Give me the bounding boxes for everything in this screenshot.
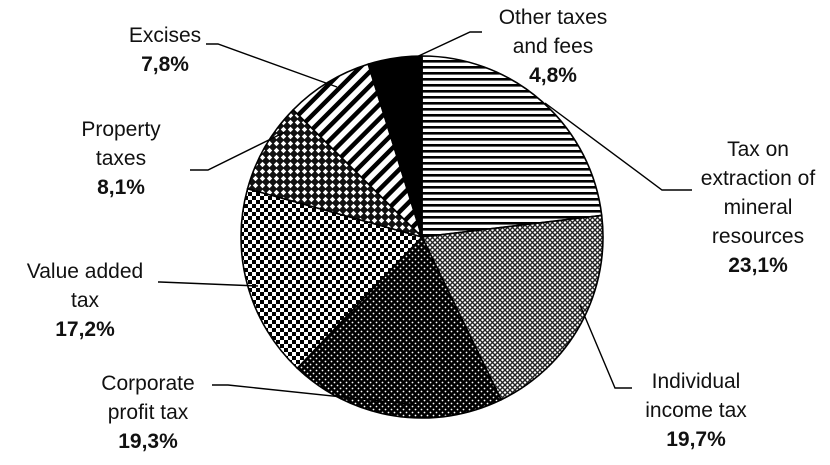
slice-label-vat-line-2: tax xyxy=(71,289,100,312)
slice-label-property-line-1: Property xyxy=(81,118,161,141)
pie-slice-corporate xyxy=(296,235,503,419)
slice-label-corporate-line-1: Corporate xyxy=(101,372,194,395)
pie-slice-other xyxy=(367,55,423,238)
leader-line-mineral xyxy=(544,102,692,191)
slice-label-property-line-2: taxes xyxy=(96,147,146,170)
leader-line-excises xyxy=(206,43,338,88)
slice-label-mineral-line-3: mineral xyxy=(724,196,793,219)
slice-value-excises: 7,8% xyxy=(141,53,189,76)
leader-lines xyxy=(158,31,692,406)
slice-label-corporate-line-2: profit tax xyxy=(108,401,189,424)
leader-line-corporate xyxy=(212,384,419,406)
leader-line-other xyxy=(409,31,482,61)
slice-label-other-line-1: Other taxes xyxy=(499,6,608,29)
slice-label-mineral-line-1: Tax on xyxy=(727,138,789,161)
leader-line-individual xyxy=(579,304,632,389)
leader-line-property xyxy=(190,131,286,171)
slice-label-individual-line-2: income tax xyxy=(645,399,747,422)
slice-label-excises-line-1: Excises xyxy=(129,24,201,47)
slice-value-mineral: 23,1% xyxy=(728,254,788,277)
slice-label-other-line-2: and fees xyxy=(513,35,594,58)
slice-value-vat: 17,2% xyxy=(55,318,115,341)
pie-slice-property xyxy=(246,108,425,239)
leader-line-vat xyxy=(158,281,259,287)
slice-label-individual-line-1: Individual xyxy=(652,370,741,393)
slice-label-mineral-line-2: extraction of xyxy=(701,167,816,190)
pie-slice-individual xyxy=(420,214,604,401)
slice-labels: Tax on extraction of mineral resources 23,1%… xyxy=(27,6,816,453)
slice-label-mineral-line-4: resources xyxy=(712,225,804,248)
slice-value-individual: 19,7% xyxy=(666,428,726,451)
pie-slices xyxy=(240,55,604,419)
pie-slice-mineral xyxy=(421,55,603,238)
slice-value-other: 4,8% xyxy=(529,64,577,87)
slice-label-vat-line-1: Value added xyxy=(27,260,143,283)
slice-value-corporate: 19,3% xyxy=(118,430,178,453)
slice-value-property: 8,1% xyxy=(97,176,145,199)
